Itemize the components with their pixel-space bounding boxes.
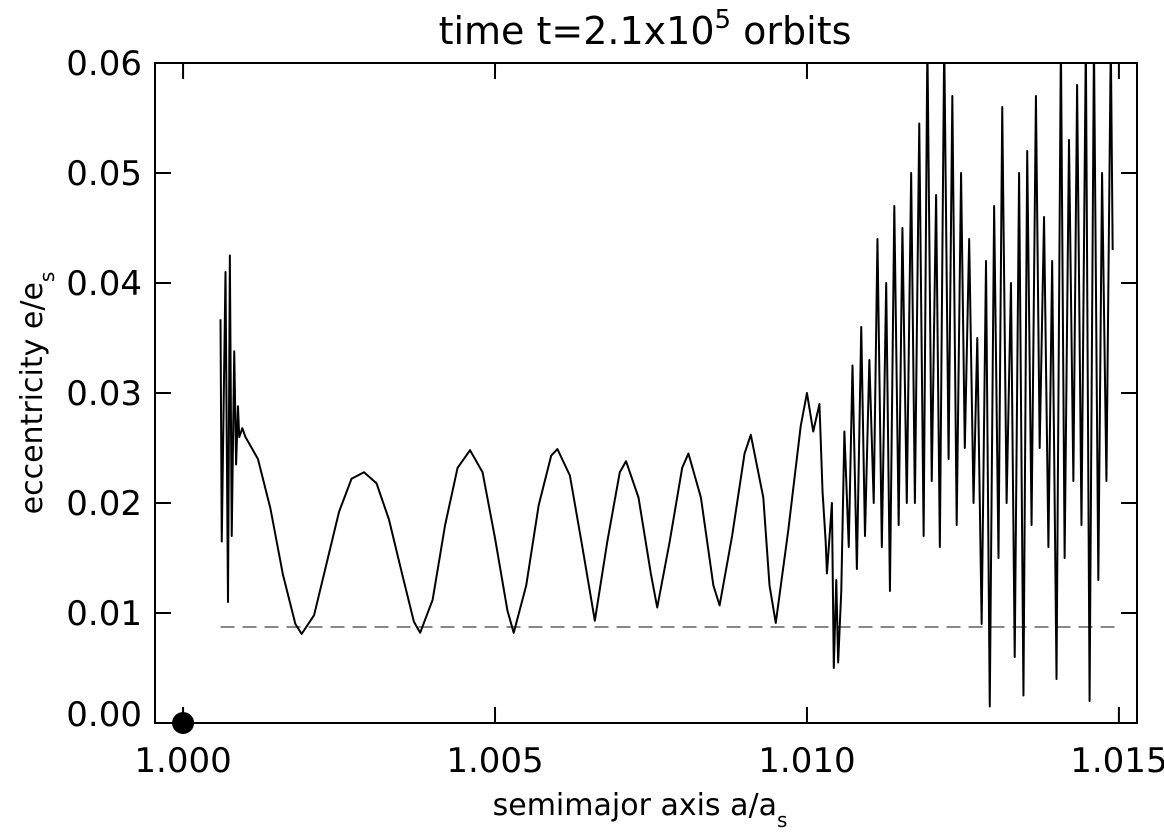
x-tick-label: 1.015	[1070, 741, 1164, 781]
x-label-sub: s	[777, 808, 787, 832]
y-tick-label: 0.05	[66, 154, 142, 194]
x-tick-label: 1.000	[134, 741, 231, 781]
y-label-sub: s	[35, 272, 59, 282]
x-label-main: semimajor axis a/a	[493, 788, 777, 823]
title-rest: orbits	[731, 9, 851, 53]
marker-dot	[172, 712, 195, 734]
x-tick-label: 1.010	[758, 741, 855, 781]
y-tick-label: 0.03	[66, 374, 142, 414]
y-tick-label: 0.00	[66, 695, 142, 735]
y-tick-label: 0.04	[66, 264, 142, 304]
y-axis-label: eccentricity e/es	[15, 272, 59, 515]
title-main: time t=2.1x10	[439, 9, 715, 53]
x-tick-label: 1.005	[446, 741, 543, 781]
y-label-main: eccentricity e/e	[15, 282, 50, 514]
chart-title: time t=2.1x105 orbits	[439, 5, 852, 53]
title-sup: 5	[715, 5, 732, 35]
data-line	[219, 63, 1114, 708]
x-axis-label: semimajor axis a/as	[493, 788, 788, 832]
plot-frame	[154, 62, 1138, 724]
y-tick-label: 0.02	[66, 484, 142, 524]
y-tick-label: 0.06	[66, 44, 142, 84]
y-tick-label: 0.01	[66, 594, 142, 634]
plot-area	[219, 63, 1119, 708]
